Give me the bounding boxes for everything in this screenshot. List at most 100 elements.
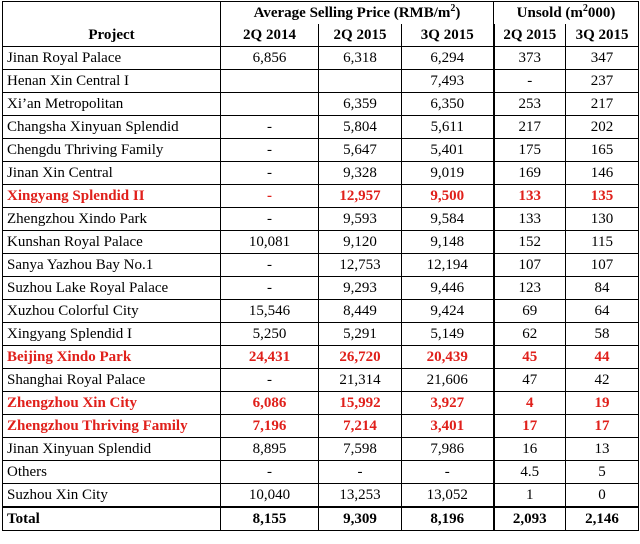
value-cell: 8,895 — [220, 437, 319, 461]
value-cell: - — [400, 460, 495, 484]
table-row: Shanghai Royal Palace -21,314 21,606 47 42 — [2, 368, 640, 392]
value-cell: 17 — [565, 414, 640, 438]
value-cell: 6,350 — [400, 92, 495, 116]
column-header: 2Q 2015 — [493, 24, 567, 47]
value-cell: 69 — [493, 299, 567, 323]
value-cell: 26,720 — [318, 345, 402, 369]
value-cell — [220, 92, 319, 116]
value-cell: 5,401 — [400, 138, 495, 162]
value-cell: 5 — [565, 460, 640, 484]
value-cell: 16 — [493, 437, 567, 461]
project-name-cell: Sanya Yazhou Bay No.1 — [2, 253, 221, 277]
project-name-cell: Zhengzhou Thriving Family — [2, 414, 221, 438]
value-cell: 64 — [565, 299, 640, 323]
value-cell: 12,194 — [400, 253, 495, 277]
value-cell: 15,546 — [220, 299, 319, 323]
value-cell: 6,318 — [318, 46, 402, 70]
project-name-cell: Beijing Xindo Park — [2, 345, 221, 369]
price-group-header: Average Selling Price (RMB/m2) — [219, 1, 495, 24]
column-header: 2Q 2015 — [318, 24, 402, 47]
project-name-cell: Jinan Xin Central — [2, 161, 221, 185]
value-cell: 347 — [565, 46, 640, 70]
value-cell — [318, 69, 402, 93]
value-cell: 5,149 — [400, 322, 495, 346]
project-name-cell: Others — [2, 460, 221, 484]
table-row: Jinan Royal Palace 6,856 6,318 6,294 373 347 — [2, 46, 640, 70]
value-cell: 15,992 — [318, 391, 402, 415]
column-header: 2Q 2014 — [220, 24, 319, 47]
value-cell: 8,196 — [400, 506, 495, 531]
project-sales-table: Average Selling Price (RMB/m2) Unsold (m… — [2, 1, 640, 531]
table-row: Xuzhou Colorful City 15,546 8,449 9,424 69 64 — [2, 299, 640, 323]
value-cell: 9,446 — [400, 276, 495, 300]
value-cell: 253 — [493, 92, 567, 116]
value-cell: 135 — [565, 184, 640, 208]
value-cell: 9,593 — [318, 207, 402, 231]
value-cell: 3,401 — [400, 414, 495, 438]
value-cell: 2,093 — [493, 506, 567, 531]
value-cell: 12,957 — [318, 184, 402, 208]
value-cell: 202 — [565, 115, 640, 139]
project-name-cell: Jinan Xinyuan Splendid — [2, 437, 221, 461]
value-cell: - — [318, 460, 402, 484]
table-row: Henan Xin Central I 7,493-237 — [2, 69, 640, 93]
value-cell: 13,253 — [318, 483, 402, 508]
value-cell: 169 — [493, 161, 567, 185]
table-row: Others - - -4.5 5 — [2, 460, 640, 484]
value-cell: 217 — [565, 92, 640, 116]
project-name-cell: Suzhou Lake Royal Palace — [2, 276, 221, 300]
value-cell: 42 — [565, 368, 640, 392]
project-column-header: Project — [2, 24, 221, 47]
value-cell: 146 — [565, 161, 640, 185]
project-name-cell: Jinan Royal Palace — [2, 46, 221, 70]
value-cell: 17 — [493, 414, 567, 438]
table-body: Jinan Royal Palace 6,856 6,318 6,294 373 347 H… — [2, 46, 640, 531]
value-cell: 133 — [493, 184, 567, 208]
project-name-cell: Total — [2, 506, 221, 531]
table-row: Suzhou Lake Royal Palace -9,293 9,446 123 84 — [2, 276, 640, 300]
project-name-cell: Suzhou Xin City — [2, 483, 221, 508]
header-blank-cell — [2, 1, 221, 24]
table-row: Jinan Xinyuan Splendid 8,895 7,598 7,986 16 1… — [2, 437, 640, 461]
value-cell: 9,120 — [318, 230, 402, 254]
header-row-columns: Project 2Q 2014 2Q 2015 3Q 2015 2Q 2015 … — [2, 24, 640, 47]
project-name-cell: Xingyang Splendid I — [2, 322, 221, 346]
value-cell: 8,449 — [318, 299, 402, 323]
project-name-cell: Chengdu Thriving Family — [2, 138, 221, 162]
value-cell: 107 — [565, 253, 640, 277]
value-cell: 58 — [565, 322, 640, 346]
value-cell: 3,927 — [400, 391, 495, 415]
value-cell: 9,328 — [318, 161, 402, 185]
value-cell: 175 — [493, 138, 567, 162]
table-row: Beijing Xindo Park 24,431 26,720 20,439 45 44 — [2, 345, 640, 369]
value-cell: - — [220, 138, 319, 162]
value-cell: 7,986 — [400, 437, 495, 461]
project-name-cell: Shanghai Royal Palace — [2, 368, 221, 392]
table-row: Suzhou Xin City 10,040 13,253 13,052 1 0 — [2, 483, 640, 508]
table-row: Xingyang Splendid I 5,250 5,291 5,149 62 58 — [2, 322, 640, 346]
value-cell: 5,611 — [400, 115, 495, 139]
value-cell: 9,019 — [400, 161, 495, 185]
value-cell: 115 — [565, 230, 640, 254]
value-cell: - — [220, 184, 319, 208]
value-cell: 7,598 — [318, 437, 402, 461]
value-cell: 107 — [493, 253, 567, 277]
value-cell: 9,424 — [400, 299, 495, 323]
table-row: Zhengzhou Xindo Park -9,593 9,584 133 130 — [2, 207, 640, 231]
value-cell: 20,439 — [400, 345, 495, 369]
project-name-cell: Zhengzhou Xin City — [2, 391, 221, 415]
value-cell: 10,081 — [220, 230, 319, 254]
value-cell: 6,359 — [318, 92, 402, 116]
table-row: Jinan Xin Central -9,328 9,019 169 146 — [2, 161, 640, 185]
project-name-cell: Changsha Xinyuan Splendid — [2, 115, 221, 139]
value-cell: 217 — [493, 115, 567, 139]
value-cell: 5,291 — [318, 322, 402, 346]
value-cell: - — [220, 276, 319, 300]
value-cell: 9,584 — [400, 207, 495, 231]
value-cell: - — [220, 253, 319, 277]
value-cell: 21,314 — [318, 368, 402, 392]
value-cell: 5,804 — [318, 115, 402, 139]
value-cell: 10,040 — [220, 483, 319, 508]
value-cell: 9,309 — [318, 506, 402, 531]
table-row: Xi’an Metropolitan 6,359 6,350 253 217 — [2, 92, 640, 116]
